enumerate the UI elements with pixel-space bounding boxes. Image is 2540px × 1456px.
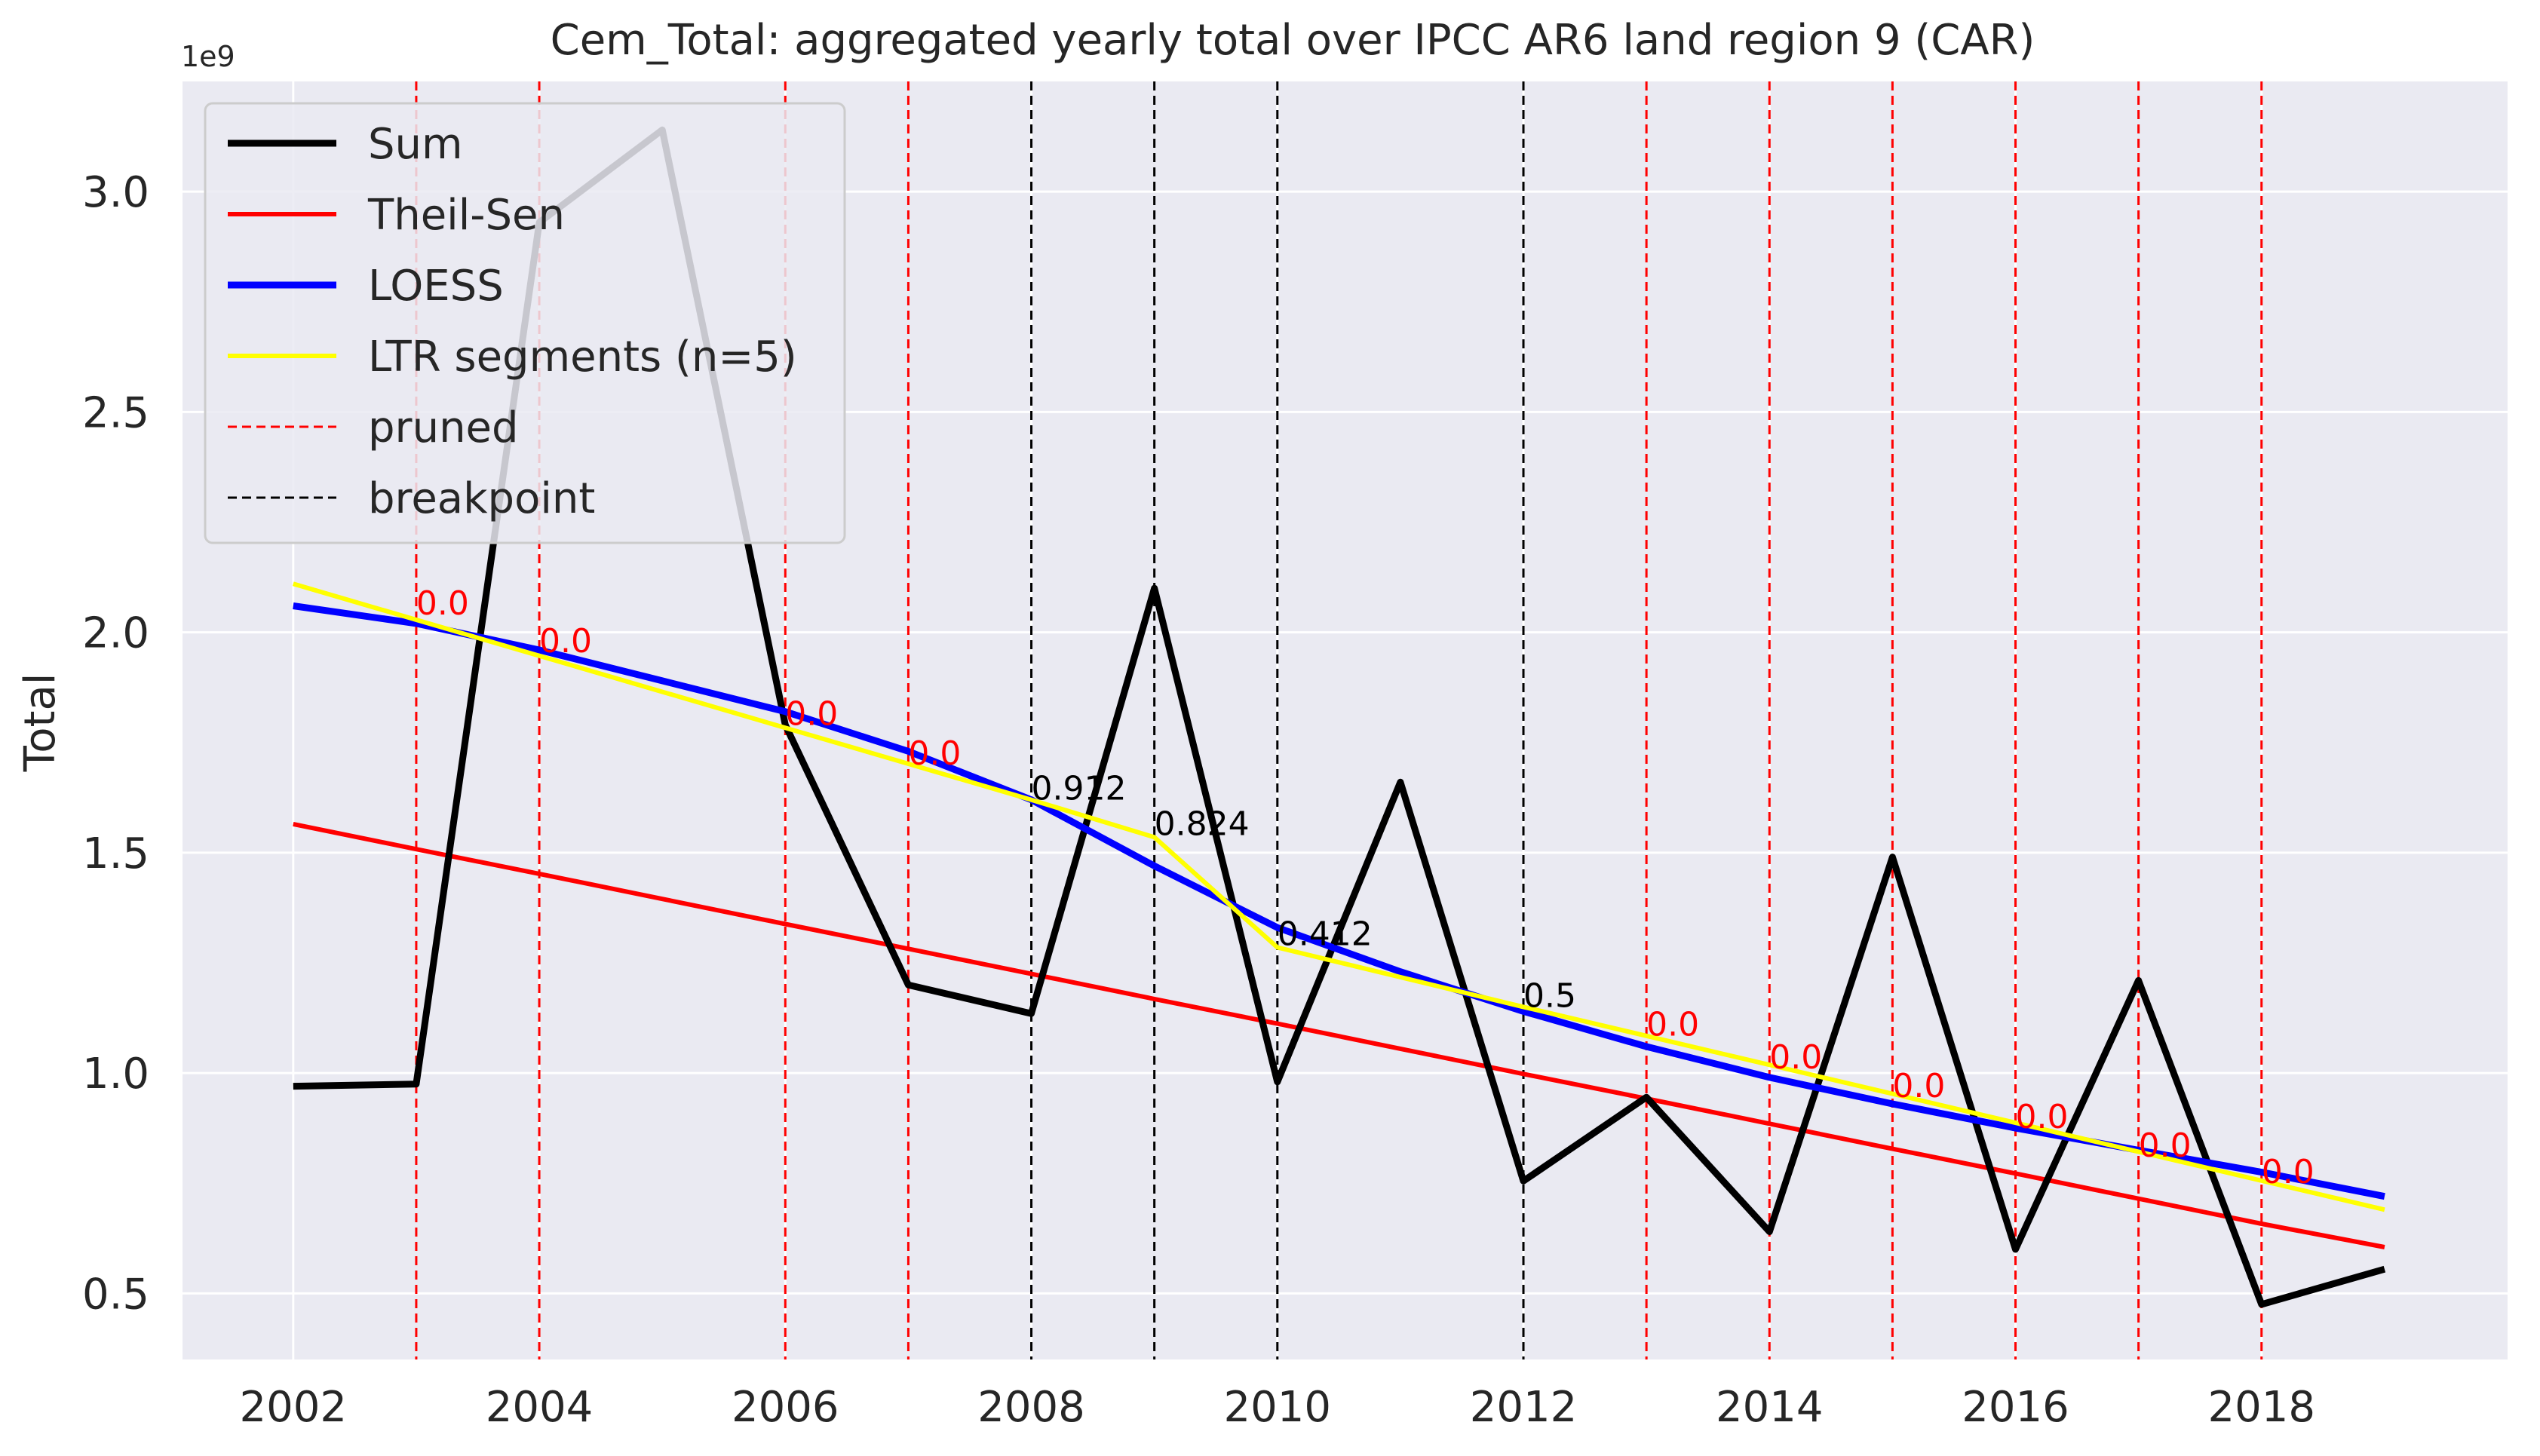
loess-line (293, 602, 2385, 1200)
legend: Sum Theil-Sen LOESS LTR segments (n=5) prune… (204, 102, 846, 544)
y-tick-label: 1.5 (82, 829, 149, 878)
breakpoint-value-label: 0.412 (1278, 915, 1373, 954)
y-tick-label: 1.0 (82, 1050, 149, 1099)
legend-label: Sum (368, 120, 463, 169)
x-tick-label: 2006 (732, 1383, 839, 1432)
y-tick-label: 3.0 (82, 168, 149, 217)
breakpoint-value-label: 0.912 (1032, 770, 1127, 808)
pruned-value-label: 0.0 (785, 694, 838, 733)
y-tick-label: 2.5 (82, 388, 149, 437)
x-tick-label: 2010 (1224, 1383, 1332, 1432)
axis-ticks: 2002 2004 2006 2008 2010 2012 2014 2016 2018 0.5 1… (82, 168, 2315, 1432)
x-tick-label: 2016 (1962, 1383, 2069, 1432)
pruned-value-label: 0.0 (2016, 1098, 2069, 1136)
pruned-value-label: 0.0 (2139, 1126, 2192, 1165)
theil-sen-line (293, 821, 2385, 1249)
legend-box (204, 102, 846, 544)
y-axis-offset-label: 1e9 (181, 40, 235, 73)
breakpoint-value-label: 0.5 (1523, 976, 1576, 1015)
pruned-value-label: 0.0 (416, 584, 469, 623)
marker-labels: 0.0 0.0 0.0 0.0 0.912 0.824 0.412 0.5 0.0 0.0 0.0 0… (416, 584, 2315, 1191)
legend-label: breakpoint (368, 474, 595, 523)
pruned-value-label: 0.0 (1769, 1038, 1822, 1077)
pruned-value-label: 0.0 (908, 734, 961, 773)
pruned-value-label: 0.0 (1892, 1067, 1945, 1105)
chart-title: Cem_Total: aggregated yearly total over … (551, 16, 2035, 65)
vertical-markers (415, 81, 2263, 1359)
legend-label: Theil-Sen (367, 191, 565, 240)
x-tick-label: 2012 (1470, 1383, 1578, 1432)
x-tick-label: 2002 (240, 1383, 348, 1432)
y-tick-label: 2.0 (82, 609, 149, 658)
ltr-segments-line (292, 581, 2385, 1212)
legend-label: pruned (368, 403, 519, 452)
y-axis-label: Total (16, 673, 65, 773)
x-tick-label: 2008 (977, 1383, 1085, 1432)
breakpoint-value-label: 0.824 (1155, 805, 1250, 843)
pruned-value-label: 0.0 (539, 622, 592, 661)
legend-label: LOESS (368, 262, 504, 311)
x-tick-label: 2004 (486, 1383, 594, 1432)
x-tick-label: 2018 (2207, 1383, 2315, 1432)
pruned-value-label: 0.0 (1646, 1005, 1699, 1044)
legend-label: LTR segments (n=5) (368, 333, 797, 382)
y-tick-label: 0.5 (82, 1270, 149, 1319)
x-tick-label: 2014 (1716, 1383, 1824, 1432)
pruned-value-label: 0.0 (2262, 1153, 2315, 1191)
